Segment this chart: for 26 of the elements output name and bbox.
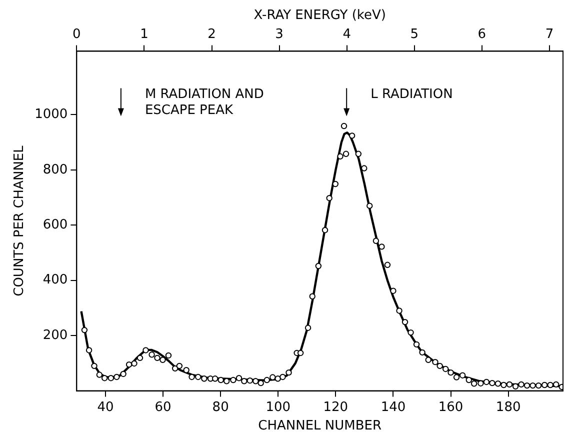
x2-tick-label: 5 bbox=[410, 26, 419, 42]
x2-tick-label: 2 bbox=[208, 26, 216, 42]
x2-tick-label: 6 bbox=[478, 26, 486, 42]
x-tick-label: 140 bbox=[380, 400, 406, 415]
x2-axis-title: X-RAY ENERGY (keV) bbox=[254, 8, 386, 24]
x-tick-label: 120 bbox=[323, 400, 348, 415]
x-tick-label: 100 bbox=[266, 400, 291, 415]
x2-tick-label: 3 bbox=[275, 26, 284, 42]
x2-tick-label: 7 bbox=[545, 26, 554, 42]
x2-tick-label: 0 bbox=[72, 26, 81, 42]
x-axis-title: CHANNEL NUMBER bbox=[258, 418, 382, 434]
x-tick-label: 60 bbox=[154, 400, 172, 415]
annotation: L RADIATION bbox=[370, 87, 453, 102]
x2-tick-label: 4 bbox=[342, 26, 351, 42]
x-tick-label: 160 bbox=[438, 400, 464, 415]
y-tick-label: 400 bbox=[42, 272, 68, 288]
x-tick-label: 40 bbox=[97, 400, 114, 415]
y-tick-label: 800 bbox=[42, 162, 68, 178]
y-tick-label: 200 bbox=[42, 328, 68, 343]
annotation: M RADIATION AND ESCAPE PEAK bbox=[144, 87, 264, 118]
x-tick-label: 180 bbox=[496, 400, 521, 415]
x-tick-label: 80 bbox=[212, 400, 229, 415]
x2-tick-label: 1 bbox=[140, 26, 148, 42]
y-tick-label: 1000 bbox=[34, 107, 68, 122]
y-tick-label: 600 bbox=[42, 218, 68, 233]
y-axis-title: COUNTS PER CHANNEL bbox=[12, 144, 28, 296]
